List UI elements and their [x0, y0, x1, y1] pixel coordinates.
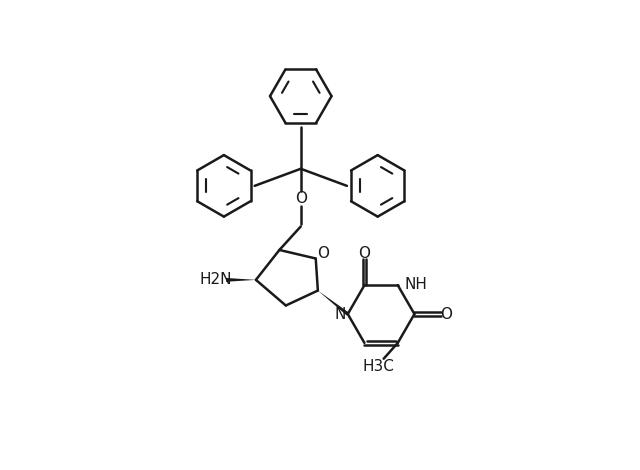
Polygon shape	[226, 278, 256, 282]
Text: O: O	[295, 191, 307, 206]
Text: O: O	[440, 306, 452, 321]
Text: O: O	[317, 246, 330, 261]
Text: NH: NH	[404, 277, 427, 292]
Text: O: O	[358, 246, 371, 261]
Polygon shape	[318, 290, 349, 315]
Text: H3C: H3C	[363, 359, 394, 374]
Text: N: N	[334, 307, 346, 322]
Text: H2N: H2N	[199, 272, 232, 287]
